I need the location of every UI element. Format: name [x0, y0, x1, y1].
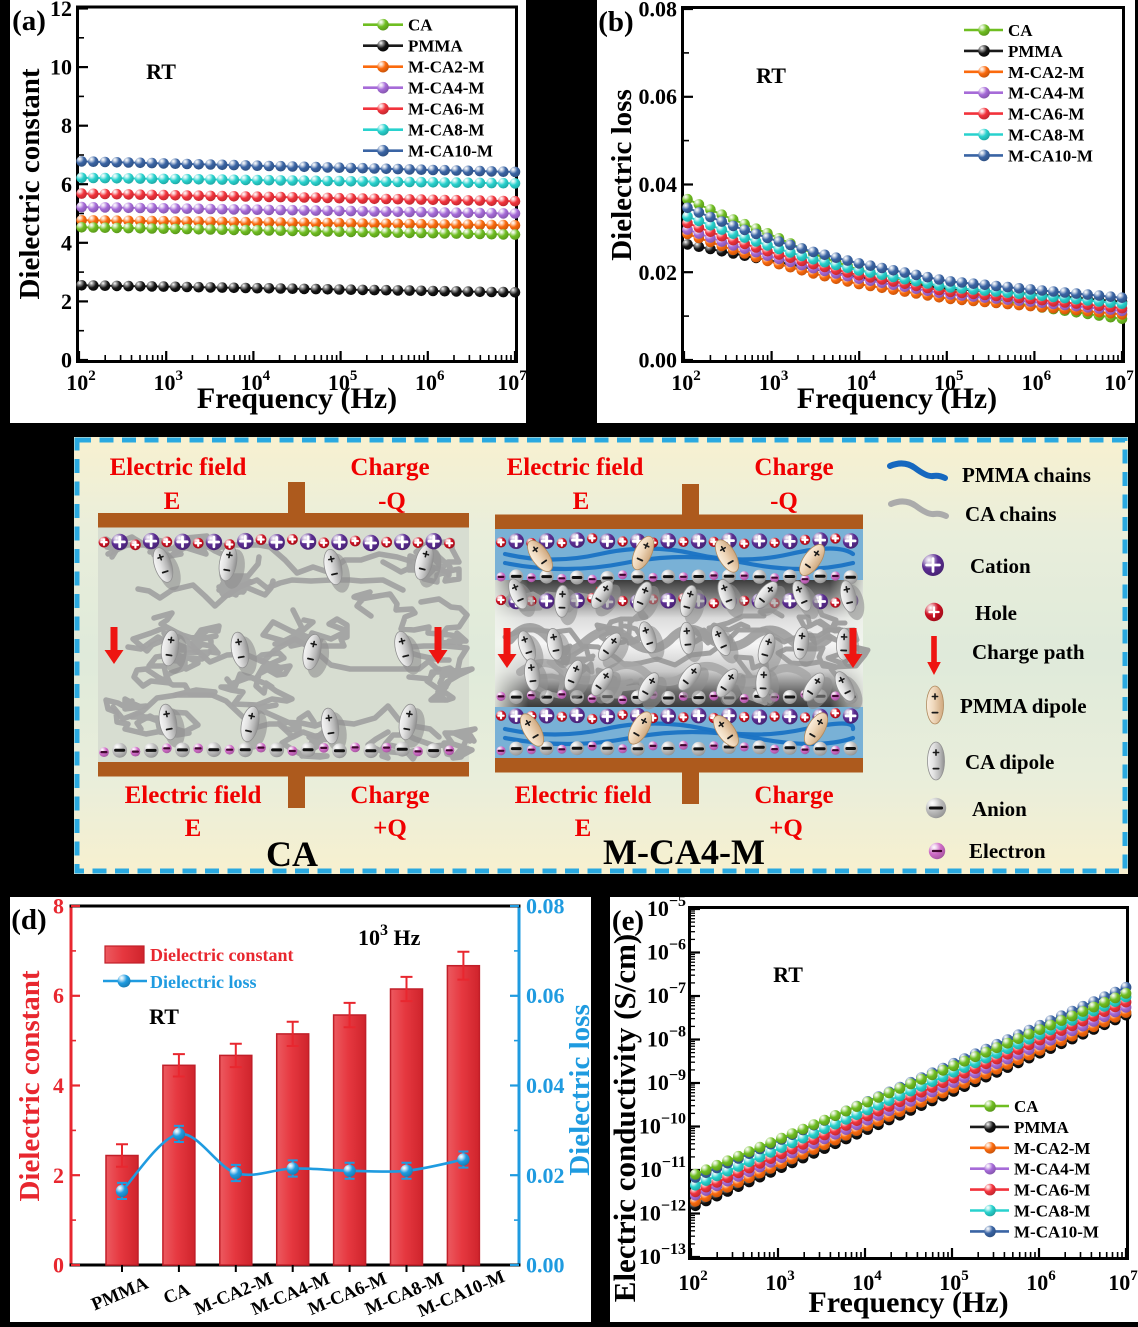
svg-text:0.08: 0.08	[526, 894, 565, 919]
svg-text:Charge: Charge	[754, 454, 833, 481]
svg-text:0.02: 0.02	[639, 260, 678, 285]
svg-text:2: 2	[53, 1163, 64, 1188]
svg-text:Dielectric loss: Dielectric loss	[150, 972, 256, 992]
svg-text:0.08: 0.08	[639, 0, 678, 22]
svg-text:RT: RT	[146, 59, 176, 84]
svg-text:8: 8	[61, 113, 72, 138]
svg-text:M-CA6-M: M-CA6-M	[408, 100, 484, 119]
svg-text:Electric conductivity (S/cm): Electric conductivity (S/cm)	[607, 934, 642, 1302]
svg-text:103 Hz: 103 Hz	[358, 922, 421, 950]
svg-text:E: E	[164, 488, 181, 515]
svg-text:Frequency (Hz): Frequency (Hz)	[797, 382, 997, 415]
svg-text:Frequency (Hz): Frequency (Hz)	[808, 1286, 1008, 1319]
svg-text:Dielectric loss: Dielectric loss	[564, 1004, 596, 1176]
svg-text:0.00: 0.00	[526, 1253, 565, 1278]
svg-text:(e): (e)	[612, 905, 644, 937]
svg-text:Electron: Electron	[969, 839, 1046, 863]
svg-text:106: 106	[1026, 1268, 1056, 1295]
svg-text:Dielectric loss: Dielectric loss	[606, 89, 638, 261]
svg-text:CA: CA	[266, 834, 318, 874]
svg-text:Frequency (Hz): Frequency (Hz)	[197, 382, 397, 415]
svg-text:Cation: Cation	[970, 554, 1031, 578]
svg-text:0.06: 0.06	[639, 84, 678, 109]
svg-text:(a): (a)	[12, 5, 46, 37]
svg-text:M-CA8-M: M-CA8-M	[1008, 126, 1084, 145]
svg-text:E: E	[573, 488, 590, 515]
svg-text:CA: CA	[1014, 1097, 1039, 1116]
svg-text:M-CA4-M: M-CA4-M	[603, 832, 765, 872]
svg-text:M-CA2-M: M-CA2-M	[408, 58, 484, 77]
svg-text:Dielectric constant: Dielectric constant	[14, 68, 46, 299]
svg-text:Charge: Charge	[754, 782, 833, 809]
svg-text:PMMA: PMMA	[408, 37, 463, 56]
svg-text:RT: RT	[756, 63, 786, 88]
svg-text:12: 12	[50, 0, 72, 21]
svg-text:CA dipole: CA dipole	[965, 750, 1054, 774]
svg-text:Hole: Hole	[975, 601, 1017, 625]
svg-text:PMMA chains: PMMA chains	[962, 463, 1091, 487]
svg-text:0: 0	[53, 1253, 64, 1278]
svg-text:Electric field: Electric field	[515, 782, 652, 809]
svg-text:Dielectric constant: Dielectric constant	[150, 945, 293, 965]
svg-text:CA chains: CA chains	[965, 502, 1057, 526]
svg-text:M-CA10-M: M-CA10-M	[1008, 146, 1093, 165]
svg-text:CA: CA	[408, 16, 433, 35]
svg-text:(d): (d)	[11, 904, 46, 936]
svg-text:Electric field: Electric field	[507, 454, 644, 481]
svg-text:Electric field: Electric field	[125, 782, 262, 809]
svg-text:0.04: 0.04	[639, 172, 678, 197]
svg-text:+Q: +Q	[373, 815, 407, 842]
svg-text:106: 106	[1022, 368, 1052, 395]
svg-text:M-CA4-M: M-CA4-M	[1014, 1160, 1090, 1179]
svg-text:Charge path: Charge path	[972, 640, 1085, 664]
svg-text:(b): (b)	[598, 6, 633, 38]
svg-text:E: E	[185, 815, 202, 842]
svg-text:M-CA2-M: M-CA2-M	[1014, 1139, 1090, 1158]
svg-text:0.04: 0.04	[526, 1073, 565, 1098]
svg-text:4: 4	[53, 1073, 64, 1098]
svg-text:6: 6	[61, 172, 72, 197]
svg-text:Charge: Charge	[350, 782, 429, 809]
svg-text:Dielectric constant: Dielectric constant	[14, 970, 46, 1201]
svg-text:M-CA10-M: M-CA10-M	[408, 142, 493, 161]
svg-text:-Q: -Q	[378, 488, 406, 515]
svg-text:10: 10	[50, 55, 72, 80]
svg-text:Electric field: Electric field	[110, 454, 247, 481]
svg-text:8: 8	[53, 894, 64, 919]
svg-text:CA: CA	[1008, 21, 1033, 40]
svg-text:M-CA10-M: M-CA10-M	[1014, 1222, 1099, 1241]
svg-text:M-CA6-M: M-CA6-M	[1008, 105, 1084, 124]
svg-text:M-CA4-M: M-CA4-M	[1008, 84, 1084, 103]
svg-text:Charge: Charge	[350, 454, 429, 481]
svg-text:M-CA8-M: M-CA8-M	[408, 121, 484, 140]
svg-text:0: 0	[61, 348, 72, 373]
svg-text:6: 6	[53, 983, 64, 1008]
svg-text:2: 2	[61, 289, 72, 314]
svg-text:E: E	[575, 815, 592, 842]
svg-text:+Q: +Q	[769, 815, 803, 842]
svg-text:M-CA2-M: M-CA2-M	[1008, 63, 1084, 82]
svg-text:-Q: -Q	[770, 488, 798, 515]
svg-text:PMMA: PMMA	[1008, 42, 1063, 61]
svg-text:M-CA6-M: M-CA6-M	[1014, 1181, 1090, 1200]
svg-text:PMMA: PMMA	[1014, 1118, 1069, 1137]
svg-text:0.00: 0.00	[639, 348, 678, 373]
svg-text:M-CA8-M: M-CA8-M	[1014, 1202, 1090, 1221]
svg-text:0.06: 0.06	[526, 983, 565, 1008]
svg-text:RT: RT	[773, 962, 803, 987]
svg-text:Anion: Anion	[972, 797, 1027, 821]
svg-text:M-CA4-M: M-CA4-M	[408, 79, 484, 98]
svg-text:PMMA dipole: PMMA dipole	[960, 694, 1087, 718]
svg-text:RT: RT	[149, 1004, 179, 1029]
svg-text:0.02: 0.02	[526, 1163, 565, 1188]
svg-text:4: 4	[61, 230, 72, 255]
